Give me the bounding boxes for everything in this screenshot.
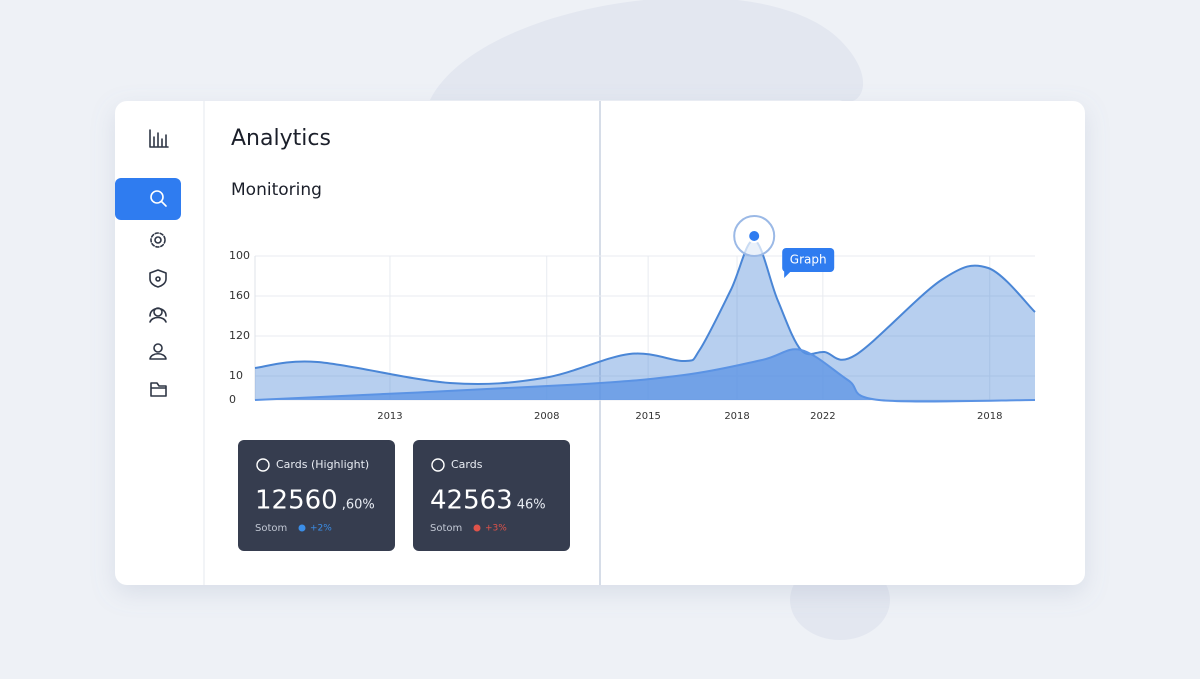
card-delta: +2% xyxy=(310,524,332,534)
sidebar xyxy=(115,129,181,397)
card-change: 46% xyxy=(517,498,546,513)
y-tick-label: 0 xyxy=(229,393,236,406)
tooltip-label: Graph xyxy=(790,253,827,267)
cards: Cards (Highlight) 12560 ,60% Sotom +2% Cards 4… xyxy=(238,440,570,551)
tooltip-tail xyxy=(784,270,793,278)
stat-card xyxy=(238,440,395,551)
y-tick-label: 10 xyxy=(229,369,243,382)
icon-user[interactable] xyxy=(149,343,167,360)
icon-user-circle[interactable] xyxy=(149,307,167,323)
card-change: ,60% xyxy=(342,498,375,513)
nav-active[interactable] xyxy=(115,178,181,220)
area-outline xyxy=(254,348,1036,403)
x-tick-label: 2018 xyxy=(977,411,1002,422)
x-tick-label: 2008 xyxy=(534,411,559,422)
card-title: Cards (Highlight) xyxy=(276,458,369,471)
x-tick-label: 2018 xyxy=(724,411,749,422)
icon-shield[interactable] xyxy=(149,269,167,288)
peak-marker xyxy=(747,229,762,243)
y-tick-label: 120 xyxy=(229,329,250,342)
area xyxy=(255,349,1035,402)
x-tick-label: 2022 xyxy=(810,411,835,422)
stat-card xyxy=(413,440,570,551)
card-label: Sotom xyxy=(255,523,287,534)
y-tick-label: 160 xyxy=(229,289,250,302)
icon-chart[interactable] xyxy=(149,129,169,148)
card-icon xyxy=(256,458,270,472)
x-tick-label: 2013 xyxy=(377,411,402,422)
section-title: Monitoring xyxy=(231,180,322,200)
tooltip xyxy=(782,248,835,272)
status-dot xyxy=(473,524,481,532)
card-delta: +3% xyxy=(485,524,507,534)
icon-folder[interactable] xyxy=(150,382,167,397)
x-tick-label: 2015 xyxy=(635,411,660,422)
card-title: Cards xyxy=(451,458,483,471)
icon-settings[interactable] xyxy=(150,232,166,248)
status-dot xyxy=(298,524,306,532)
area-outline xyxy=(254,239,1036,386)
card-value: 42563 xyxy=(430,486,513,516)
icon-search[interactable] xyxy=(150,190,167,207)
card-icon xyxy=(431,458,445,472)
card-value: 12560 xyxy=(255,486,338,516)
page-title: Analytics xyxy=(231,126,331,151)
y-tick-label: 100 xyxy=(229,249,250,262)
bg-shape xyxy=(430,0,863,102)
card-label: Sotom xyxy=(430,523,462,534)
